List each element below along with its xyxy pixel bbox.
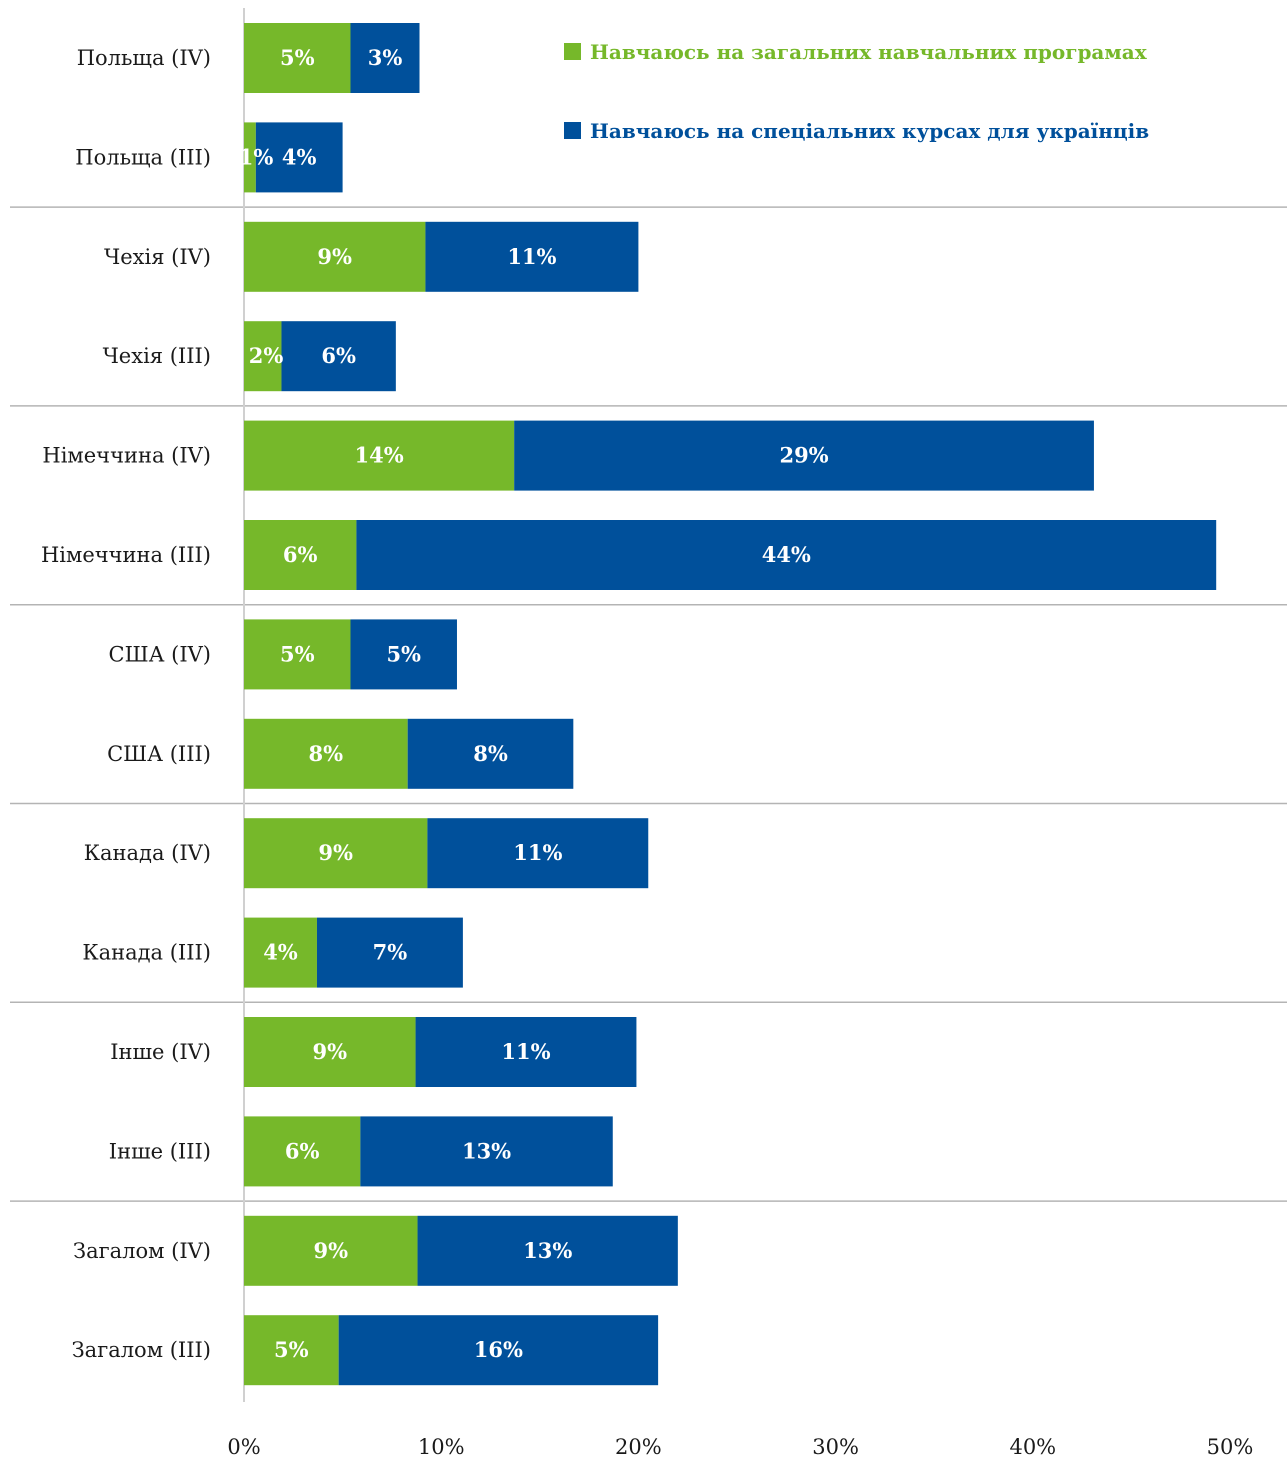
bar-general [244, 917, 317, 988]
data-label-general: 2% [249, 343, 284, 368]
group-separators [10, 206, 1287, 1202]
bar-general [244, 520, 357, 590]
bar-general [244, 1017, 416, 1087]
x-tick-labels: 0% 10% 20% 30% 40% 50% [227, 1435, 1253, 1458]
bar-general [244, 1215, 418, 1286]
data-label-special: 3% [368, 45, 403, 70]
bar-special [255, 122, 343, 193]
data-label-general: 5% [274, 1337, 309, 1362]
legend-label-general: Навчаюсь на загальних навчальних програм… [590, 40, 1148, 64]
bar-general [244, 1116, 361, 1187]
bar-special [415, 1017, 637, 1087]
bar-general [244, 818, 428, 889]
bars: 5% 3% 1% 4% 9% 11% 2% 6% 14% 29% 6% 44% 5% 5% 8% 8% 9% 11… [239, 23, 1217, 1386]
category-labels: Польща (IV) Польща (III) Чехія (IV) Чехія (… [41, 46, 211, 1362]
data-label-special: 6% [321, 343, 356, 368]
bar-general [244, 420, 515, 491]
category-label: Канада (IV) [84, 841, 211, 865]
bar-general [244, 321, 282, 392]
x-tick-label: 30% [812, 1435, 859, 1458]
data-label-special: 13% [523, 1238, 572, 1263]
category-label: Чехія (III) [103, 344, 211, 368]
bar-special [514, 420, 1094, 491]
legend-swatch-special [564, 122, 581, 139]
bar-special [281, 321, 396, 392]
data-label-general: 9% [313, 1238, 348, 1263]
x-tick-label: 10% [418, 1435, 465, 1458]
bar-general [244, 619, 351, 690]
category-label: Чехія (IV) [104, 245, 211, 269]
data-label-general: 6% [283, 542, 318, 567]
legend-swatch-general [564, 43, 581, 60]
x-tick-label: 50% [1207, 1435, 1254, 1458]
category-label: Польща (III) [75, 145, 211, 169]
bar-special [338, 1315, 659, 1386]
category-label: США (IV) [109, 642, 211, 666]
bar-special [360, 1116, 613, 1187]
bar-general [244, 122, 256, 193]
category-label: Інше (III) [109, 1139, 211, 1163]
data-label-general: 9% [312, 1039, 347, 1064]
bar-special [316, 917, 463, 988]
data-label-general: 8% [309, 741, 344, 766]
data-label-special: 4% [282, 144, 317, 169]
x-tick-label: 20% [615, 1435, 662, 1458]
data-label-special: 16% [474, 1337, 523, 1362]
legend-label-special: Навчаюсь на спеціальних курсах для украї… [590, 119, 1149, 143]
x-tick-label: 0% [227, 1435, 260, 1458]
data-label-special: 13% [462, 1138, 511, 1163]
data-label-general: 14% [354, 443, 403, 468]
data-label-special: 11% [513, 840, 562, 865]
bar-special [350, 23, 420, 93]
data-label-special: 7% [373, 940, 408, 965]
data-label-general: 1% [239, 144, 274, 169]
data-label-general: 5% [280, 641, 315, 666]
category-label: Загалом (III) [72, 1338, 211, 1362]
data-label-special: 11% [501, 1039, 550, 1064]
legend: Навчаюсь на загальних навчальних програм… [564, 40, 1149, 143]
data-label-general: 9% [318, 840, 353, 865]
bar-special [427, 818, 649, 889]
bar-general [244, 221, 426, 292]
data-label-special: 8% [473, 741, 508, 766]
category-label: Канада (III) [82, 941, 211, 965]
bar-general [244, 1315, 339, 1386]
bar-special [407, 718, 574, 789]
data-label-special: 5% [386, 641, 421, 666]
category-label: Інше (IV) [110, 1040, 211, 1064]
bar-special [350, 619, 457, 690]
data-label-general: 4% [263, 940, 298, 965]
bar-special [356, 520, 1217, 590]
category-label: Загалом (IV) [73, 1239, 211, 1263]
category-label: Німеччина (IV) [42, 444, 211, 468]
data-label-special: 11% [507, 244, 556, 269]
category-label: Німеччина (III) [41, 543, 211, 567]
bar-general [244, 23, 351, 93]
data-label-general: 6% [285, 1138, 320, 1163]
data-label-special: 29% [779, 443, 828, 468]
data-label-general: 9% [317, 244, 352, 269]
data-label-general: 5% [280, 45, 315, 70]
bar-general [244, 718, 408, 789]
x-tick-label: 40% [1009, 1435, 1056, 1458]
category-label: США (III) [107, 742, 211, 766]
bar-special [417, 1215, 678, 1286]
category-label: Польща (IV) [77, 46, 211, 70]
data-label-special: 44% [762, 542, 811, 567]
bar-special [425, 221, 639, 292]
